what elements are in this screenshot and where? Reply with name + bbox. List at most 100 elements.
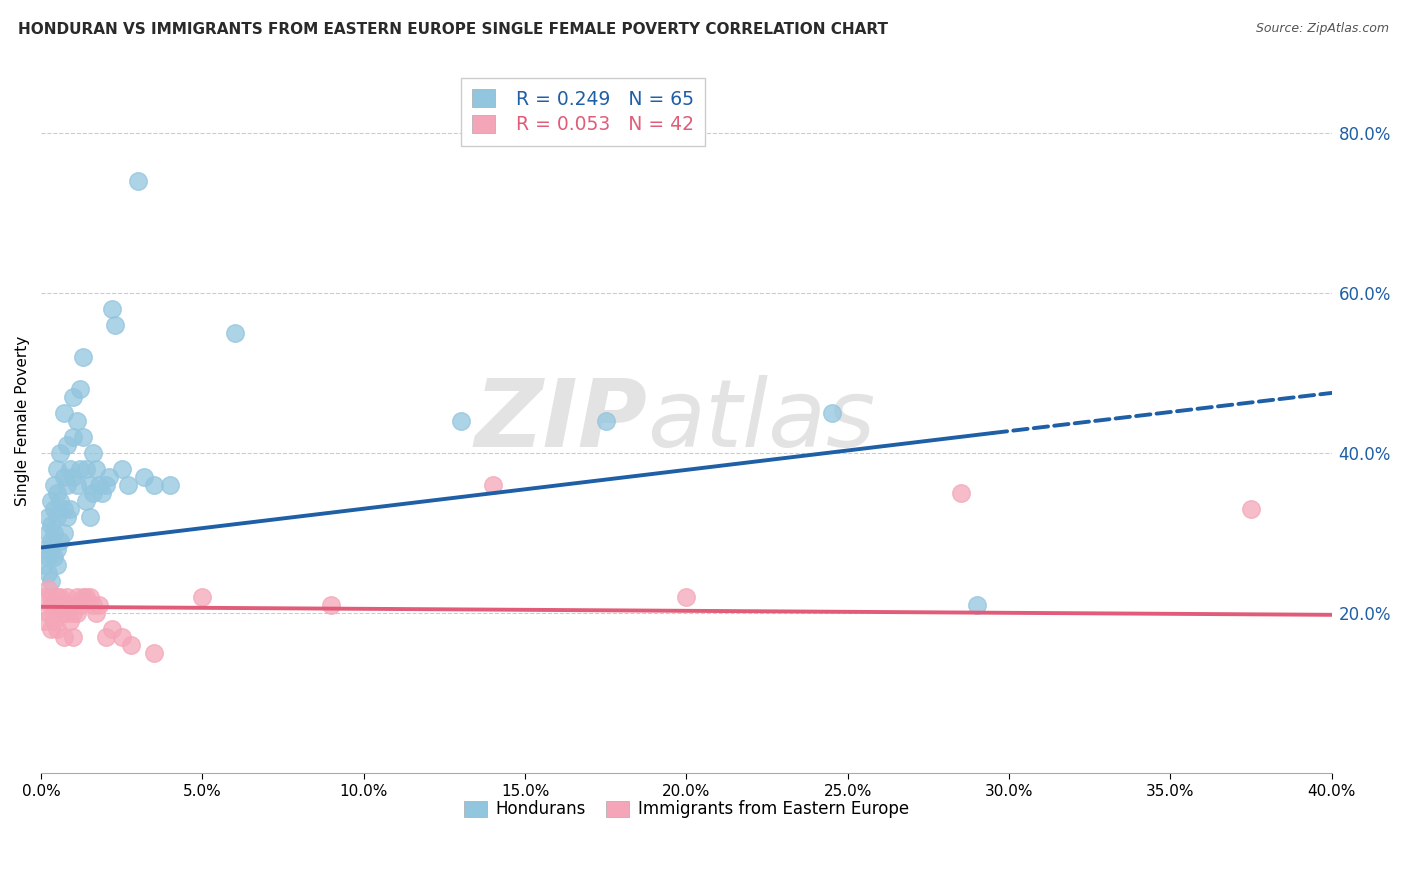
Point [97, 470, 120, 484]
Point [34, 591, 56, 605]
Point [675, 591, 697, 605]
Point [89, 598, 111, 612]
Point [46, 542, 69, 557]
Legend: Hondurans, Immigrants from Eastern Europe: Hondurans, Immigrants from Eastern Europ… [457, 794, 915, 825]
Point [39, 598, 62, 612]
Point [69, 462, 91, 476]
Point [39, 622, 62, 636]
Point [59, 614, 82, 628]
Point [56, 591, 79, 605]
Point [46, 486, 69, 500]
Point [91, 486, 114, 500]
Point [79, 591, 101, 605]
Point [59, 502, 82, 516]
Point [191, 591, 214, 605]
Point [42, 550, 65, 565]
Point [39, 574, 62, 589]
Point [321, 598, 343, 612]
Point [159, 478, 181, 492]
Point [143, 646, 166, 660]
Point [966, 598, 988, 612]
Point [82, 486, 104, 500]
Point [42, 502, 65, 516]
Point [65, 478, 87, 492]
Point [37, 606, 59, 620]
Point [224, 326, 246, 340]
Point [65, 591, 87, 605]
Point [42, 614, 65, 628]
Text: Source: ZipAtlas.com: Source: ZipAtlas.com [1256, 22, 1389, 36]
Point [42, 478, 65, 492]
Point [79, 510, 101, 524]
Point [94, 478, 117, 492]
Point [59, 462, 82, 476]
Point [62, 630, 84, 644]
Point [59, 598, 82, 612]
Point [481, 478, 503, 492]
Point [49, 606, 72, 620]
Point [595, 414, 617, 428]
Point [52, 606, 75, 620]
Point [52, 630, 75, 644]
Point [111, 630, 134, 644]
Point [949, 486, 972, 500]
Point [82, 598, 104, 612]
Point [39, 534, 62, 549]
Point [52, 502, 75, 516]
Point [84, 606, 107, 620]
Point [39, 518, 62, 533]
Point [52, 526, 75, 541]
Point [37, 526, 59, 541]
Text: HONDURAN VS IMMIGRANTS FROM EASTERN EUROPE SINGLE FEMALE POVERTY CORRELATION CHA: HONDURAN VS IMMIGRANTS FROM EASTERN EURO… [18, 22, 889, 37]
Point [69, 382, 91, 396]
Point [49, 446, 72, 460]
Point [46, 622, 69, 636]
Point [134, 470, 156, 484]
Point [104, 318, 127, 332]
Point [89, 478, 111, 492]
Point [46, 462, 69, 476]
Point [56, 478, 79, 492]
Point [52, 470, 75, 484]
Point [46, 510, 69, 524]
Point [37, 582, 59, 597]
Point [79, 478, 101, 492]
Point [75, 591, 97, 605]
Point [34, 542, 56, 557]
Point [46, 591, 69, 605]
Point [56, 510, 79, 524]
Point [111, 462, 134, 476]
Point [49, 494, 72, 508]
Point [75, 494, 97, 508]
Point [72, 350, 94, 364]
Point [820, 406, 842, 420]
Point [143, 478, 166, 492]
Point [42, 598, 65, 612]
Text: ZIP: ZIP [475, 375, 648, 467]
Point [72, 591, 94, 605]
Y-axis label: Single Female Poverty: Single Female Poverty [15, 336, 30, 506]
Point [65, 606, 87, 620]
Point [120, 638, 142, 652]
Point [37, 550, 59, 565]
Point [75, 462, 97, 476]
Point [56, 438, 79, 452]
Text: atlas: atlas [648, 376, 876, 467]
Point [49, 591, 72, 605]
Point [1240, 502, 1263, 516]
Point [127, 174, 149, 188]
Point [49, 534, 72, 549]
Point [52, 406, 75, 420]
Point [65, 414, 87, 428]
Point [62, 606, 84, 620]
Point [450, 414, 472, 428]
Point [39, 542, 62, 557]
Point [62, 390, 84, 404]
Point [101, 622, 124, 636]
Point [39, 591, 62, 605]
Point [82, 446, 104, 460]
Point [94, 630, 117, 644]
Point [42, 526, 65, 541]
Point [52, 598, 75, 612]
Point [69, 598, 91, 612]
